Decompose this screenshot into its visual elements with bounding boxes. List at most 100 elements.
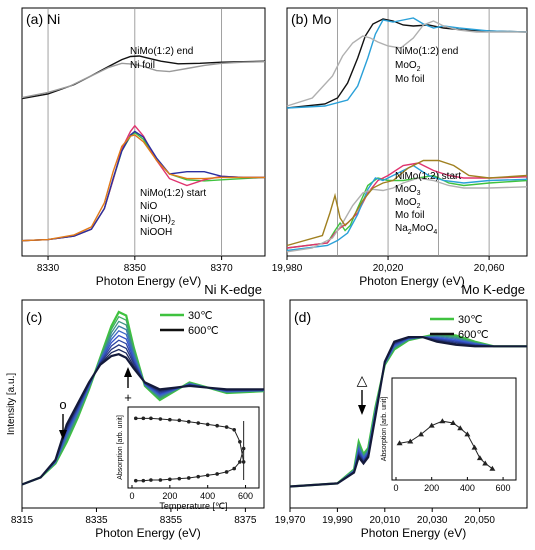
panel-d-tick-label: 19,970 <box>275 515 306 526</box>
panel-c-label: (c) <box>26 309 42 325</box>
panel-a-legend-entry: Ni(OH)2 <box>140 214 175 227</box>
panel-a-legend-entry: NiOOH <box>140 227 172 238</box>
panel-d-inset-tick-label: 600 <box>496 483 511 493</box>
panel-b-label: (b) Mo <box>291 11 332 27</box>
panel-d-inset-point <box>471 444 478 450</box>
panel-b-legend-entry: Mo foil <box>395 210 424 221</box>
panel-c-inset-point <box>224 470 229 474</box>
panel-b-legend-entry: MoO2 <box>395 60 421 73</box>
panel-d-marker-triangle: △ <box>357 372 368 388</box>
panel-b-series-line <box>286 177 528 253</box>
panel-c-xlabel: Photon Energy (eV) <box>95 526 200 540</box>
panel-d-inset-ylabel: Absorption [arb. unit] <box>381 397 388 462</box>
panel-c-inset-point <box>215 472 219 476</box>
panel-c-inset-point <box>224 425 229 429</box>
panel-d-label: (d) <box>294 309 311 325</box>
panel-b-legend-entry: NiMo(1:2) start <box>395 171 461 182</box>
panel-a-legend-entry: NiMo(1:2) start <box>140 188 206 199</box>
panel-a-tick-label: 8350 <box>124 263 147 274</box>
panel-d-inset-point <box>464 431 471 437</box>
panel-d-inset-point <box>439 418 446 424</box>
panel-c-inset-point <box>196 421 201 425</box>
panel-c-inset-point <box>133 416 138 421</box>
panel-b-legend-entry: MoO3 <box>395 184 421 197</box>
panel-d-tick-label: 20,050 <box>464 515 495 526</box>
panel-d-inset-point <box>428 422 435 428</box>
panel-c-inset-point <box>158 417 163 421</box>
panel-c-inset-point <box>232 427 236 432</box>
panel-b-series-line <box>286 159 528 247</box>
panel-d-tick-label: 19,990 <box>322 515 353 526</box>
panel-c-inset-point <box>177 418 182 423</box>
panel-d-inset-point <box>476 455 483 461</box>
panel-c-inset-tick-label: 400 <box>200 491 215 501</box>
panel-a-legend-entry: Ni foil <box>130 60 155 71</box>
panel-a-tick-label: 8330 <box>37 263 60 274</box>
panel-c-inset-point <box>149 416 153 421</box>
panel-d-inset-tick-label: 0 <box>393 483 398 493</box>
panel-d-tick-label: 20,030 <box>417 515 448 526</box>
panel-b-legend-entry: MoO2 <box>395 197 421 210</box>
panel-c-inset-point <box>177 476 182 481</box>
panel-c-inset-point <box>205 473 210 478</box>
panel-d-tick-label: 20,010 <box>370 515 401 526</box>
panel-c-inset-point <box>238 440 242 444</box>
panel-c-inset-ylabel: Absorption [arb. unit] <box>117 415 124 480</box>
panel-c-inset-point <box>168 417 172 422</box>
panel-a-series-line <box>21 130 265 242</box>
panel-d-frame <box>289 299 528 509</box>
panel-a-tick-label: 8370 <box>210 263 233 274</box>
panel-c-ylabel: Intensity [a.u.] <box>6 373 17 435</box>
panel-b-tick-label: 20,060 <box>474 263 505 274</box>
panel-d-inset-point <box>450 419 457 425</box>
panel-c-inset-xlabel: Temperature [℃] <box>159 501 227 511</box>
panel-a-series-line <box>21 134 265 242</box>
panel-c-legend-entry: 600℃ <box>188 325 219 337</box>
panel-c-inset-point <box>238 460 242 464</box>
panel-a-label: (a) Ni <box>26 11 60 27</box>
panel-d-inset-frame <box>391 377 517 481</box>
panel-b-legend-entry: Mo foil <box>395 74 424 85</box>
panel-b-tick-label: 19,980 <box>272 263 303 274</box>
panel-c-inset-tick-label: 200 <box>162 491 177 501</box>
panel-a-series-line <box>21 61 266 99</box>
panel-a-xlabel: Photon Energy (eV) <box>96 274 201 288</box>
panel-d-edge-title: Mo K-edge <box>461 282 525 297</box>
panel-c-inset-point <box>141 478 146 483</box>
panel-c-marker-plus: + <box>124 390 132 405</box>
panel-b-series-line <box>286 164 528 252</box>
panel-c-inset-point <box>196 474 201 479</box>
panel-c-inset-point <box>149 478 153 482</box>
panel-d-arrow-head-icon <box>358 405 366 415</box>
panel-c-inset-point <box>158 478 163 482</box>
panel-b-tick-label: 20,020 <box>373 263 404 274</box>
panel-d-inset-point <box>457 425 464 431</box>
panel-c-inset-point <box>205 422 210 427</box>
panel-c-marker-o: o <box>59 397 66 412</box>
panel-c-inset-point <box>141 416 146 421</box>
panel-c-plus-arrow-head-icon <box>124 367 132 377</box>
panel-c-inset-tick-label: 0 <box>129 491 134 501</box>
panel-c-legend-entry: 30℃ <box>188 310 213 322</box>
panel-c-frame <box>21 299 265 509</box>
panel-c-inset-tick-label: 600 <box>238 491 253 501</box>
panel-d-inset-point <box>417 431 424 437</box>
panel-c-inset-point <box>232 466 236 471</box>
panel-d-series-line <box>289 336 527 488</box>
panel-c-inset-frame <box>127 406 260 489</box>
panel-b-frame <box>286 7 528 257</box>
panel-b-series-line <box>286 20 527 107</box>
panel-d-inset-point <box>482 460 489 466</box>
panel-d-legend-entry: 30℃ <box>458 314 483 326</box>
panel-a-legend-entry: NiMo(1:2) end <box>130 46 193 57</box>
panel-b-series-line <box>286 174 528 249</box>
panel-d-inset-point <box>396 440 403 446</box>
panel-b-legend-entry: NiMo(1:2) end <box>395 46 458 57</box>
panel-c-arrow-head-icon <box>59 430 67 440</box>
panel-d-inset-point <box>407 438 414 444</box>
panel-c-inset-point <box>215 423 219 428</box>
panel-d-inset-tick-label: 400 <box>460 483 475 493</box>
panel-d-legend-entry: 600℃ <box>458 329 489 341</box>
panel-c-tick-label: 8355 <box>160 515 183 526</box>
